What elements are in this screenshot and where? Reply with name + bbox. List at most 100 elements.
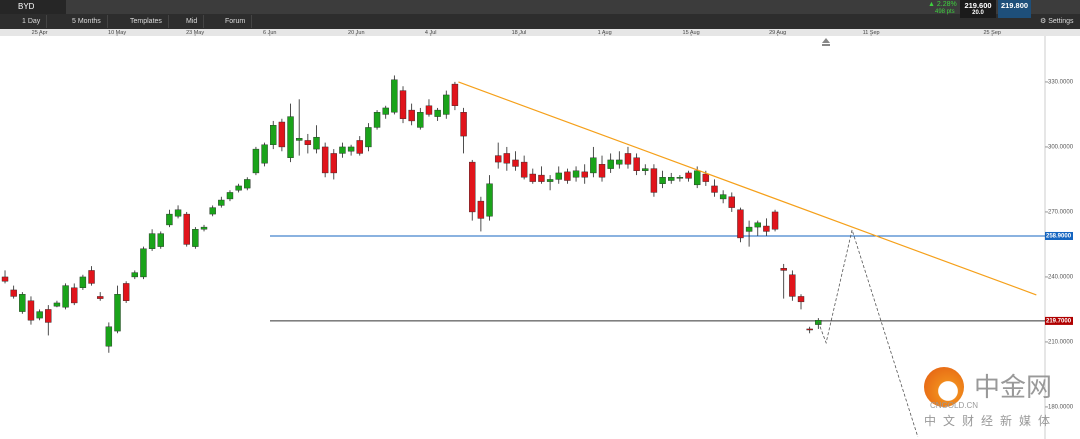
- candle-body: [96, 296, 104, 299]
- candle-body: [27, 300, 35, 321]
- candle-body: [417, 112, 424, 128]
- candle-body: [140, 248, 147, 278]
- site: CNGOLD.CN: [930, 401, 979, 410]
- candle-body: [650, 168, 658, 193]
- x-tick-label: 25 Sep: [984, 30, 1001, 36]
- candle-body: [572, 170, 580, 178]
- candle-body: [538, 174, 545, 182]
- y-tick-label: 300.0000: [1048, 145, 1074, 151]
- toolbar-button[interactable]: Templates: [124, 15, 169, 28]
- candle-body: [339, 146, 346, 154]
- candle-body: [408, 109, 415, 122]
- toolbar-button[interactable]: Forum: [219, 15, 253, 28]
- candle-body: [166, 213, 173, 226]
- candle-body: [477, 200, 485, 219]
- candle-body: [36, 311, 43, 319]
- candle-body: [53, 302, 61, 307]
- level-label: 219.7000: [1046, 318, 1072, 324]
- candle-body: [62, 285, 69, 308]
- x-tick-label: 25 Apr: [32, 30, 48, 36]
- candle-body: [200, 226, 208, 230]
- toolbar-button[interactable]: 5 Months: [66, 15, 108, 28]
- candle-body: [434, 109, 441, 117]
- level-label-bg: [1045, 231, 1073, 240]
- logo: [924, 367, 964, 407]
- candle-body: [382, 107, 389, 115]
- candle-body: [763, 225, 770, 232]
- candle-body: [728, 196, 735, 208]
- candle-body: [797, 296, 805, 303]
- candle-body: [607, 159, 614, 169]
- candle-body: [218, 199, 225, 206]
- candle-body: [564, 171, 571, 181]
- candle-body: [313, 136, 320, 150]
- candle-body: [174, 209, 182, 217]
- toolbar-button[interactable]: 1 Day: [16, 15, 48, 28]
- candle-body: [460, 112, 467, 137]
- candle-body: [261, 144, 268, 164]
- x-tick-label: 6 Jun: [263, 30, 276, 36]
- spread: 20.0: [972, 10, 984, 16]
- settings[interactable]: ⚙ Settings: [1040, 18, 1074, 25]
- candle-body: [598, 164, 606, 178]
- x-tick-label: 15 Aug: [683, 30, 700, 36]
- candle-body: [252, 148, 260, 174]
- candle-body: [45, 309, 52, 323]
- candle-body: [780, 268, 787, 271]
- level-label-bg: [1045, 316, 1073, 325]
- candle-body: [806, 328, 813, 331]
- scroll-marker[interactable]: [822, 38, 830, 46]
- candle-body: [88, 270, 95, 284]
- candle-body: [737, 209, 744, 239]
- ask-box[interactable]: 219.800: [998, 0, 1031, 18]
- candle-body: [685, 172, 692, 179]
- bid: 219.600: [964, 1, 992, 10]
- candle-body: [148, 233, 156, 249]
- date-axis: [0, 29, 1080, 36]
- candle-body: [304, 140, 312, 145]
- chart: 330.0000 300.0000 270.0000 240.0000 210.0000…: [0, 29, 1080, 439]
- candle-body: [443, 94, 450, 115]
- change-value: 2.28%: [936, 1, 957, 8]
- candle-body: [226, 192, 234, 200]
- tab-bar: [0, 0, 1080, 14]
- candle-body: [754, 222, 761, 228]
- x-tick-label: 23 May: [186, 30, 204, 36]
- candle-body: [1, 276, 9, 282]
- watermark: 中金网 CNGOLD.CN 中文财经新媒体: [922, 365, 1072, 435]
- candle-body: [79, 276, 87, 288]
- candle-body: [270, 125, 277, 145]
- candle-body: [19, 294, 26, 312]
- candle-body: [321, 146, 329, 174]
- candle-body: [771, 211, 779, 230]
- candle-body: [451, 83, 459, 106]
- candle-body: [235, 185, 242, 191]
- candle-body: [494, 155, 502, 163]
- candle-body: [399, 90, 407, 119]
- candle-body: [131, 272, 138, 278]
- slogan: 中文财经新媒体: [924, 414, 1058, 428]
- symbol-tab[interactable]: BYD: [0, 0, 66, 14]
- candle-body: [745, 226, 753, 232]
- candle-body: [590, 157, 597, 174]
- candle-body: [512, 159, 519, 167]
- candle-body: [676, 177, 684, 179]
- bid-box[interactable]: 219.600 20.0: [960, 0, 996, 18]
- candle-body: [555, 172, 562, 180]
- candle-body: [642, 168, 649, 171]
- candle-body: [244, 179, 251, 189]
- toolbar: [0, 14, 1080, 29]
- toolbar-button[interactable]: Mid: [180, 15, 205, 28]
- change: ▲ 2.28%: [928, 1, 957, 8]
- candle-body: [789, 274, 796, 297]
- x-tick-label: 18 Jul: [512, 30, 527, 36]
- y-tick-label: 210.0000: [1048, 340, 1074, 346]
- x-tick-label: 20 Jun: [348, 30, 365, 36]
- candle-body: [581, 171, 588, 178]
- candle-body: [114, 294, 121, 332]
- candle-body: [469, 161, 476, 213]
- candle-body: [702, 173, 710, 182]
- y-tick-label: 180.0000: [1048, 405, 1074, 411]
- settings-label: Settings: [1048, 18, 1074, 25]
